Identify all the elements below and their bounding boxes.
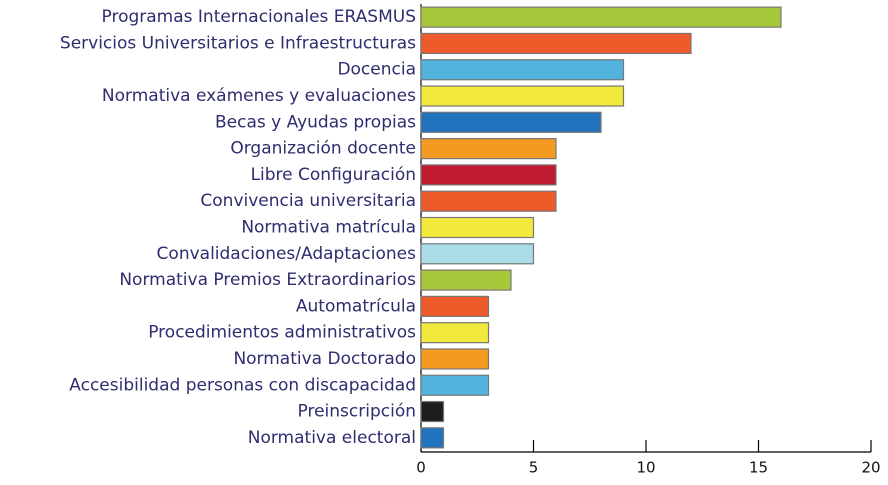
- y-tick-label: Accesibilidad personas con discapacidad: [69, 375, 416, 395]
- bar: [420, 216, 535, 239]
- y-tick-label: Preinscripción: [298, 402, 416, 422]
- bar: [420, 427, 445, 449]
- bar: [420, 295, 490, 317]
- x-tick-label: 20: [861, 459, 880, 477]
- y-tick-label: Procedimientos administrativos: [148, 323, 416, 343]
- bar: [420, 164, 557, 186]
- y-tick-label: Normativa matrícula: [241, 218, 416, 238]
- y-tick-label: Docencia: [337, 60, 416, 80]
- x-tick-label: 10: [636, 459, 655, 477]
- y-tick-label: Normativa Doctorado: [233, 349, 416, 369]
- y-tick-label: Convivencia universitaria: [200, 191, 416, 211]
- y-tick-label: Programas Internacionales ERASMUS: [102, 7, 417, 27]
- bar: [420, 138, 557, 160]
- y-tick-label: Convalidaciones/Adaptaciones: [157, 244, 417, 264]
- y-tick-label: Automatrícula: [296, 296, 416, 316]
- x-tick-label: 15: [749, 459, 768, 477]
- bar: [420, 32, 692, 55]
- y-tick-label: Normativa electoral: [248, 428, 416, 448]
- bar: [420, 243, 535, 265]
- bar: [420, 59, 625, 81]
- bar: [420, 374, 490, 396]
- bar: [420, 400, 445, 423]
- bar: [420, 85, 625, 107]
- bar: [420, 190, 557, 212]
- y-tick-label: Normativa exámenes y evaluaciones: [102, 86, 416, 106]
- bar: [420, 348, 490, 370]
- bar: [420, 111, 602, 133]
- x-tick-label: 0: [416, 459, 426, 477]
- bar: [420, 6, 782, 28]
- y-tick-label: Servicios Universitarios e Infraestructu…: [60, 33, 416, 53]
- y-tick-label: Organización docente: [230, 139, 416, 159]
- y-tick-label: Becas y Ayudas propias: [215, 112, 416, 132]
- bar: [420, 322, 490, 344]
- bar: [420, 269, 512, 291]
- y-tick-label: Normativa Premios Extraordinarios: [119, 270, 416, 290]
- x-tick-label: 5: [529, 459, 539, 477]
- y-tick-label: Libre Configuración: [251, 165, 416, 185]
